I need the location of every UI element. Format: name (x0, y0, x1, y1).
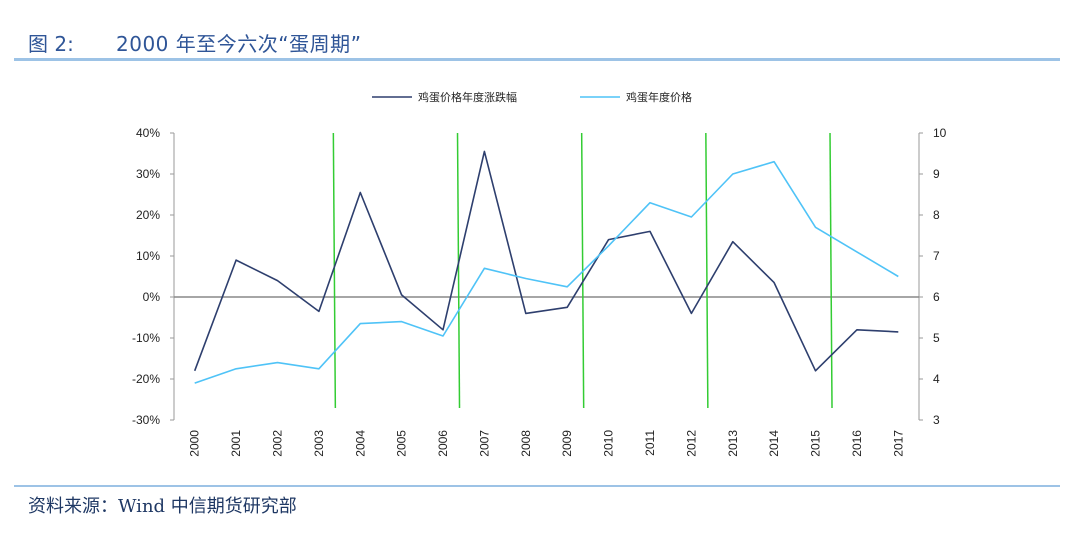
x-tick-label: 2010 (602, 430, 616, 457)
x-tick-label: 2002 (270, 430, 284, 457)
x-tick-label: 2016 (850, 430, 864, 457)
series-line-annual-price (194, 160, 899, 384)
x-tick-label: 2003 (312, 430, 326, 457)
x-tick-label: 2008 (519, 430, 533, 457)
cycle-marker-line (705, 132, 709, 409)
left-tick-label: 10% (136, 249, 160, 263)
legend-label: 鸡蛋年度价格 (626, 90, 692, 104)
figure-label: 图 2: (28, 31, 74, 56)
left-tick-label: 30% (136, 167, 160, 181)
series-line-price-change (193, 150, 899, 372)
left-tick-label: -20% (132, 372, 160, 386)
cycle-markers (332, 132, 833, 409)
axes: -30% -20% -10% 0% 10% 20% 30% 40% 3 4 5 6 7 8 9 10 2000 2… (132, 126, 947, 457)
source-note: 资料来源：Wind 中信期货研究部 (28, 496, 297, 517)
legend: 鸡蛋价格年度涨跌幅 鸡蛋年度价格 (372, 90, 692, 104)
cycle-marker-line (456, 132, 461, 409)
x-tick-label: 2017 (891, 430, 905, 457)
cycle-marker-line (829, 132, 833, 409)
left-tick-label: 40% (136, 126, 160, 140)
right-tick-label: 6 (933, 290, 940, 304)
x-tick-label: 2004 (353, 430, 367, 457)
x-tick-label: 2012 (684, 430, 698, 457)
figure-title-row: 图 2: 2000 年至今六次“蛋周期” (28, 26, 361, 58)
right-tick-label: 7 (933, 249, 940, 263)
x-tick-label: 2014 (767, 430, 781, 457)
left-tick-label: 0% (143, 290, 161, 304)
x-tick-label: 2007 (477, 430, 491, 457)
x-tick-label: 2011 (643, 430, 657, 456)
right-tick-label: 10 (933, 126, 947, 140)
x-tick-label: 2000 (188, 430, 202, 457)
right-tick-label: 5 (933, 331, 940, 345)
right-tick-label: 3 (933, 413, 940, 427)
right-tick-label: 8 (933, 208, 940, 222)
x-tick-label: 2009 (560, 430, 574, 457)
x-tick-label: 2001 (229, 430, 243, 457)
x-tick-label: 2015 (809, 430, 823, 457)
left-tick-label: 20% (136, 208, 160, 222)
left-tick-label: -10% (132, 331, 160, 345)
left-tick-label: -30% (132, 413, 160, 427)
x-tick-label: 2013 (726, 430, 740, 457)
source-rule (14, 485, 1060, 487)
right-tick-label: 9 (933, 167, 940, 181)
legend-label: 鸡蛋价格年度涨跌幅 (418, 90, 517, 104)
title-rule (14, 58, 1060, 61)
cycle-marker-line (332, 132, 337, 409)
figure-title: 2000 年至今六次“蛋周期” (116, 31, 362, 56)
series-layer (193, 150, 899, 384)
right-tick-label: 4 (933, 372, 940, 386)
x-tick-label: 2006 (436, 430, 450, 457)
x-tick-label: 2005 (395, 430, 409, 457)
